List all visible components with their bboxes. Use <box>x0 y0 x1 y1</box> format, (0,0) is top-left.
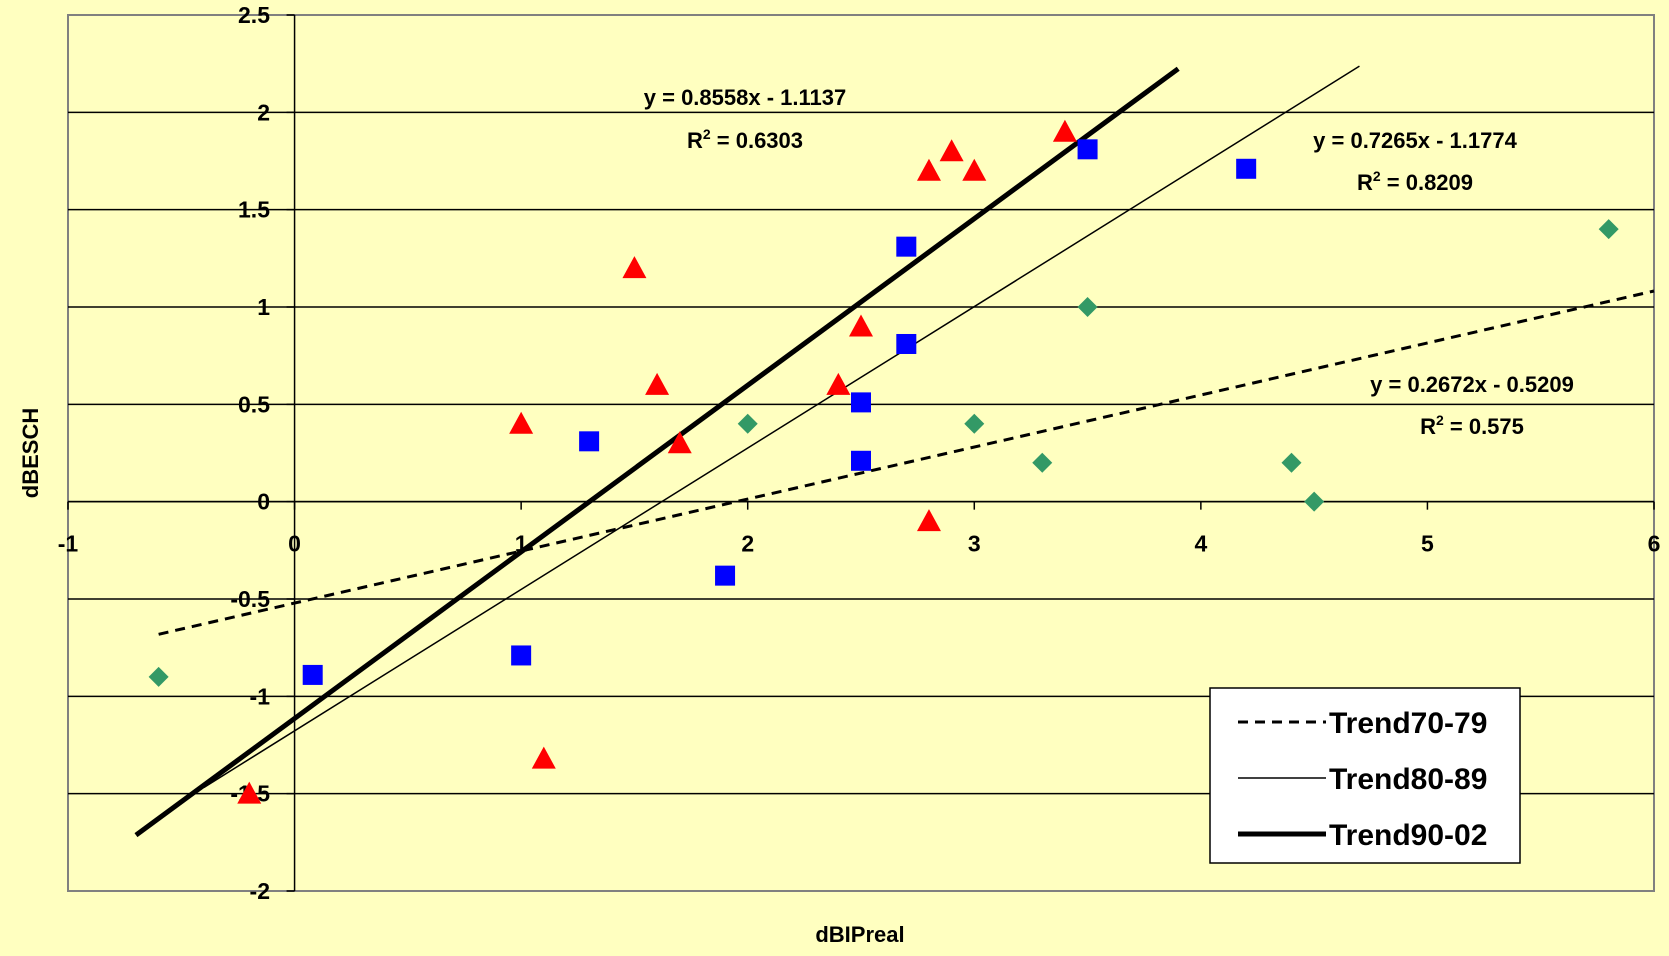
legend: Trend70-79 Trend80-89 Trend90-02 <box>1210 688 1520 863</box>
square-marker <box>1078 139 1098 159</box>
square-marker <box>303 665 323 685</box>
trend-equation: y = 0.2672x - 0.5209 <box>1370 372 1574 397</box>
square-marker <box>851 392 871 412</box>
square-marker <box>579 431 599 451</box>
x-tick-label: 0 <box>288 531 301 557</box>
x-tick-label: 5 <box>1421 531 1434 557</box>
legend-label: Trend70-79 <box>1329 707 1487 740</box>
square-marker <box>896 334 916 354</box>
y-tick-label: 2.5 <box>238 2 270 28</box>
y-tick-label: 1.5 <box>238 197 270 223</box>
square-marker <box>511 645 531 665</box>
y-tick-label: -1 <box>250 683 271 709</box>
y-tick-label: -0.5 <box>230 586 270 612</box>
r-squared-label: R2 = 0.575 <box>1420 412 1524 439</box>
x-tick-label: -1 <box>58 531 79 557</box>
trend-equation: y = 0.7265x - 1.1774 <box>1313 128 1517 153</box>
legend-label: Trend90-02 <box>1329 819 1487 852</box>
y-tick-label: -2 <box>250 878 270 904</box>
square-marker <box>896 237 916 257</box>
square-marker <box>715 566 735 586</box>
legend-label: Trend80-89 <box>1329 763 1487 796</box>
x-tick-label: 6 <box>1648 531 1661 557</box>
x-tick-label: 3 <box>968 531 981 557</box>
y-axis-title: dBESCH <box>18 408 43 498</box>
y-tick-label: 2 <box>257 99 270 125</box>
x-axis-title: dBIPreal <box>815 922 904 947</box>
x-tick-label: 4 <box>1194 531 1207 557</box>
x-tick-label: 2 <box>741 531 754 557</box>
square-marker <box>1236 159 1256 179</box>
y-tick-label: 1 <box>257 294 270 320</box>
trend-equation: y = 0.8558x - 1.1137 <box>644 85 846 110</box>
square-marker <box>851 451 871 471</box>
y-tick-label: 0.5 <box>238 391 270 417</box>
